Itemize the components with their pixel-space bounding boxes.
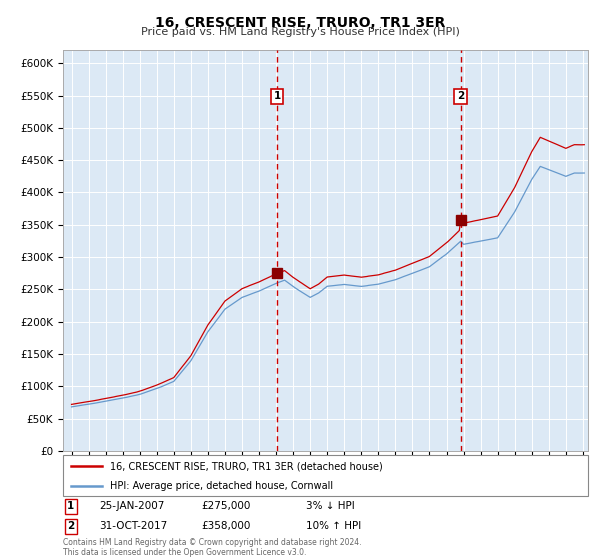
Text: 1: 1 (67, 501, 74, 511)
Text: £358,000: £358,000 (201, 521, 250, 531)
FancyBboxPatch shape (63, 455, 588, 496)
Text: HPI: Average price, detached house, Cornwall: HPI: Average price, detached house, Corn… (110, 480, 334, 491)
Text: 1: 1 (274, 91, 281, 101)
Text: 16, CRESCENT RISE, TRURO, TR1 3ER: 16, CRESCENT RISE, TRURO, TR1 3ER (155, 16, 445, 30)
Text: Price paid vs. HM Land Registry's House Price Index (HPI): Price paid vs. HM Land Registry's House … (140, 27, 460, 37)
Text: 10% ↑ HPI: 10% ↑ HPI (306, 521, 361, 531)
Text: 31-OCT-2017: 31-OCT-2017 (99, 521, 167, 531)
Text: Contains HM Land Registry data © Crown copyright and database right 2024.
This d: Contains HM Land Registry data © Crown c… (63, 538, 361, 557)
Text: £275,000: £275,000 (201, 501, 250, 511)
Text: 25-JAN-2007: 25-JAN-2007 (99, 501, 164, 511)
Text: 2: 2 (67, 521, 74, 531)
Text: 16, CRESCENT RISE, TRURO, TR1 3ER (detached house): 16, CRESCENT RISE, TRURO, TR1 3ER (detac… (110, 461, 383, 471)
Text: 2: 2 (457, 91, 464, 101)
Text: 3% ↓ HPI: 3% ↓ HPI (306, 501, 355, 511)
